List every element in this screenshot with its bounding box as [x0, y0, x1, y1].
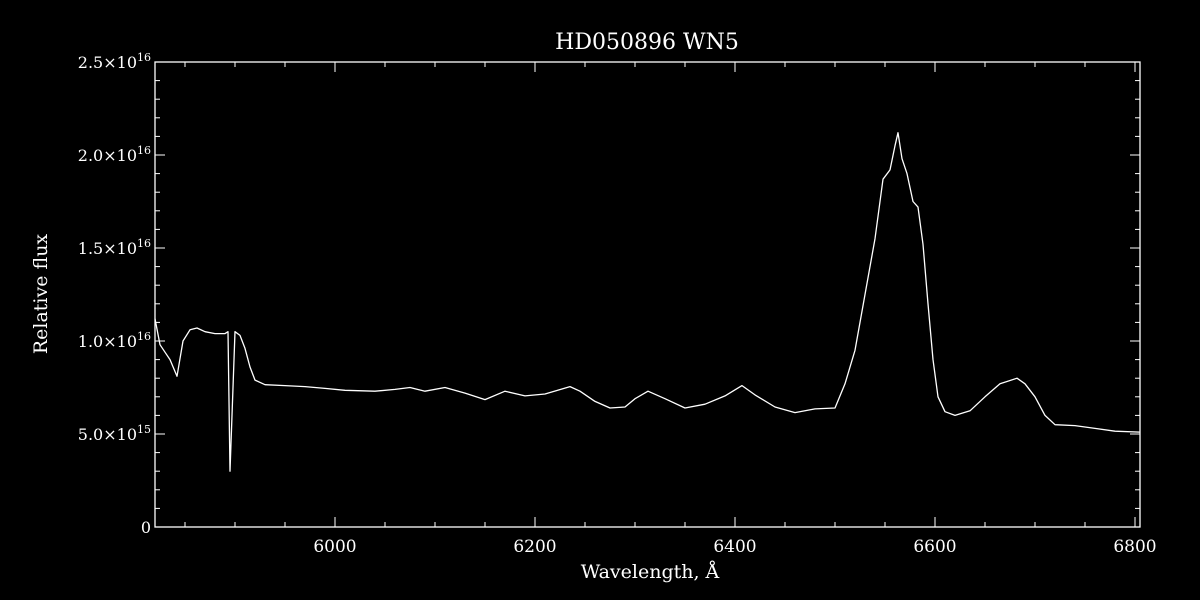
y-tick-label: 0	[141, 518, 151, 537]
y-tick-labels: 0 5.0×1015 1.0×1016 1.5×1016 2.0×1016 2.5×101…	[78, 51, 151, 537]
y-tick-label: 1.5×1016	[78, 237, 151, 258]
x-tick-label: 6200	[513, 537, 556, 557]
x-tick-label: 6400	[713, 537, 756, 557]
x-tick-label: 6800	[1113, 537, 1156, 557]
plot-frame	[154, 61, 1141, 528]
x-tick-label: 6600	[913, 537, 956, 557]
y-tick-label: 5.0×1015	[78, 423, 151, 444]
spectrum-line	[154, 132, 1141, 472]
x-tick-label: 6000	[313, 537, 356, 557]
chart-title: HD050896 WN5	[555, 30, 739, 55]
axis-ticks	[155, 61, 1140, 528]
y-axis-label: Relative flux	[30, 234, 52, 355]
x-axis-label: Wavelength, Å	[581, 561, 720, 583]
x-tick-labels: 6000 6200 6400 6600 6800	[313, 537, 1156, 557]
y-tick-label: 2.0×1016	[78, 144, 151, 165]
y-tick-label: 2.5×1016	[78, 51, 151, 72]
y-tick-label: 1.0×1016	[78, 330, 151, 351]
